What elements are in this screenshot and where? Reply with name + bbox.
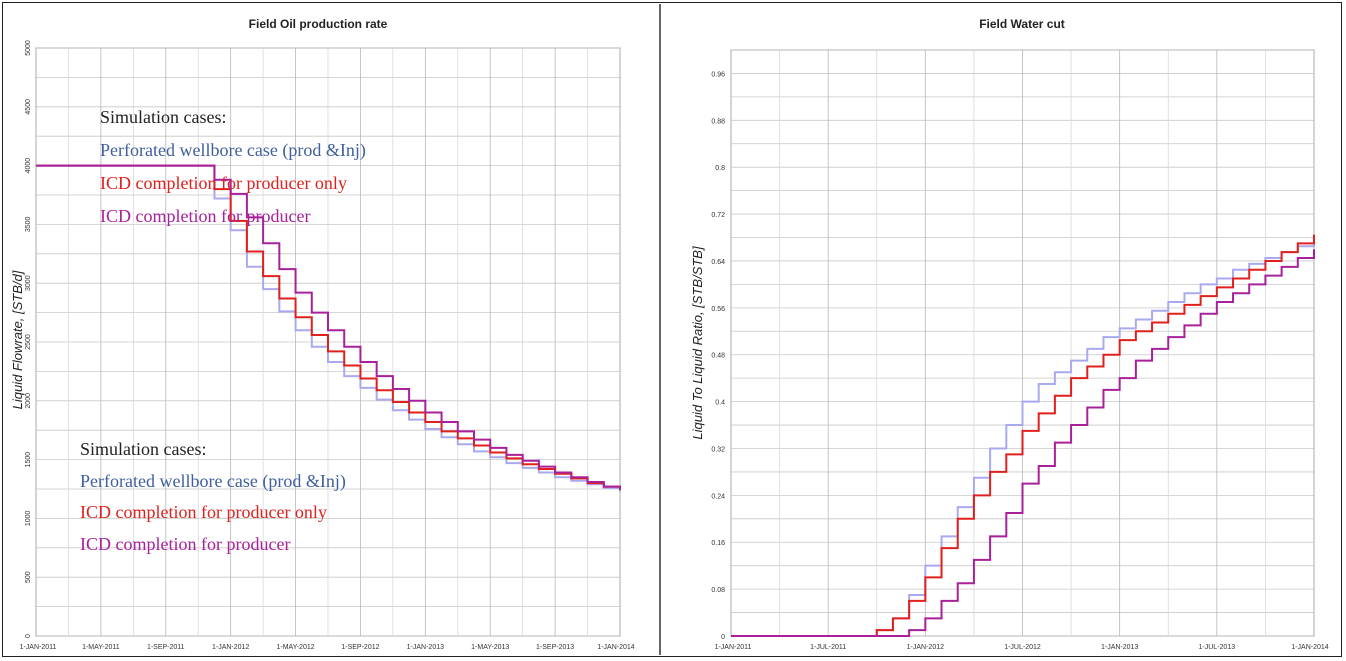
x-tick-label: 1-JAN-2012	[212, 644, 249, 651]
x-tick-label: 1-SEP-2013	[536, 644, 574, 651]
y-tick-label: 1500	[25, 452, 32, 468]
y-tick-label: 3000	[25, 275, 32, 291]
y-tick-label: 0.32	[711, 446, 725, 453]
legend-heading: Simulation cases:	[100, 107, 226, 127]
y-tick-label: 0.96	[711, 71, 725, 78]
y-tick-label: 0.08	[711, 587, 725, 594]
y-tick-label: 1000	[25, 511, 32, 527]
x-tick-label: 1-JAN-2011	[20, 644, 57, 651]
x-tick-label: 1-JUL-2012	[1004, 644, 1041, 651]
legend-entry-icd-producer-only: ICD completion for producer only	[80, 502, 327, 522]
tick-labels: 0 500 1000 1500 2000 2500 3000 3500 4000 4500 5000…	[20, 40, 635, 651]
series-lines	[731, 234, 1315, 637]
series-line-1	[731, 234, 1315, 637]
y-tick-label: 0	[25, 634, 32, 638]
x-tick-label: 1-JUL-2013	[1199, 644, 1236, 651]
y-tick-label: 2500	[25, 334, 32, 350]
chart-oil-rate: Field Oil production rate 0 500 1000 1500 20…	[10, 17, 635, 651]
series-line-2	[731, 249, 1315, 637]
legend-entry-icd-producer-only: ICD completion for producer only	[100, 173, 347, 193]
y-tick-label: 0.8	[715, 165, 725, 172]
x-tick-label: 1-MAY-2013	[471, 644, 509, 651]
legend-entry-icd-producer: ICD completion for producer	[100, 206, 310, 226]
x-tick-label: 1-SEP-2012	[341, 644, 379, 651]
legend-top: Simulation cases: Perforated wellbore ca…	[100, 107, 366, 226]
y-tick-label: 3500	[25, 217, 32, 233]
series-line-0	[731, 240, 1315, 637]
y-axis-label: Liquid Flowrate, [STB/d]	[10, 270, 25, 409]
series-line-2	[36, 164, 621, 491]
x-tick-label: 1-JAN-2014	[1291, 644, 1328, 651]
chart-title: Field Oil production rate	[249, 17, 388, 31]
x-tick-label: 1-JAN-2013	[407, 644, 444, 651]
y-tick-label: 2000	[25, 393, 32, 409]
x-tick-label: 1-MAY-2012	[276, 644, 314, 651]
series-lines	[36, 164, 621, 492]
y-tick-label: 0.24	[711, 493, 725, 500]
y-tick-label: 0	[721, 634, 725, 641]
y-tick-label: 0.64	[711, 259, 725, 266]
x-tick-label: 1-JAN-2014	[597, 644, 634, 651]
tick-labels: 0 0.08 0.16 0.24 0.32 0.4 0.48 0.56 0.64 0.72 0.8 0…	[711, 71, 1328, 651]
x-tick-label: 1-JAN-2011	[715, 644, 752, 651]
x-tick-label: 1-SEP-2011	[147, 644, 185, 651]
y-tick-label: 0.48	[711, 353, 725, 360]
x-tick-label: 1-MAY-2011	[82, 644, 120, 651]
legend-heading: Simulation cases:	[80, 439, 206, 459]
y-tick-label: 0.56	[711, 306, 725, 313]
y-tick-label: 0.4	[715, 400, 725, 407]
legend-entry-perforated: Perforated wellbore case (prod &Inj)	[100, 140, 366, 161]
y-tick-label: 4500	[25, 99, 32, 115]
legend-bottom: Simulation cases: Perforated wellbore ca…	[80, 439, 346, 554]
legend-entry-icd-producer: ICD completion for producer	[80, 534, 290, 554]
x-tick-label: 1-JAN-2013	[1101, 644, 1138, 651]
y-tick-label: 0.16	[711, 540, 725, 547]
y-axis-label: Liquid To Liquid Ratio, [STB/STB]	[690, 246, 705, 440]
chart-water-cut: Field Water cut 0 0.08 0.16 0.24 0.32 0.4 0.48…	[690, 17, 1329, 651]
y-tick-label: 5000	[25, 40, 32, 56]
y-tick-label: 0.88	[711, 118, 725, 125]
chart-title: Field Water cut	[979, 17, 1065, 31]
y-tick-label: 500	[25, 571, 32, 583]
y-tick-label: 0.72	[711, 212, 725, 219]
y-tick-label: 4000	[25, 158, 32, 174]
legend-entry-perforated: Perforated wellbore case (prod &Inj)	[80, 471, 346, 492]
x-tick-label: 1-JAN-2012	[907, 644, 944, 651]
x-tick-label: 1-JUL-2011	[810, 644, 846, 651]
